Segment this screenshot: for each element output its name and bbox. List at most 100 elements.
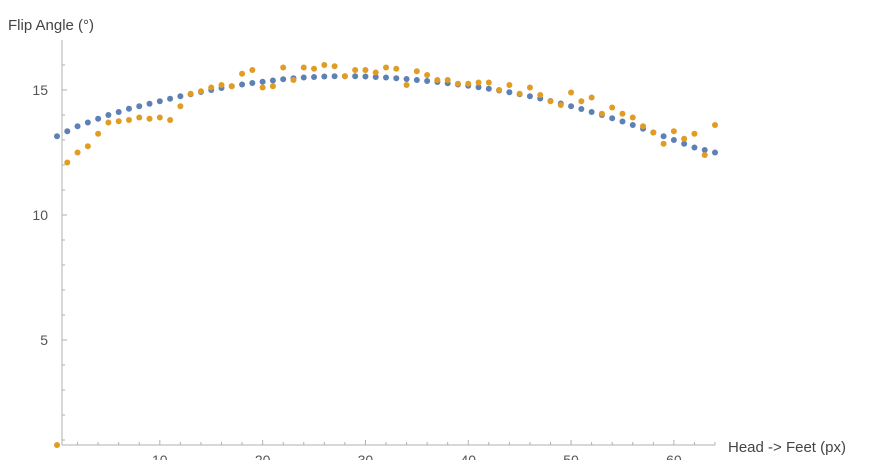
data-point [413,68,420,75]
data-point [403,76,410,82]
data-point [403,82,410,88]
data-point [650,129,657,136]
data-point [64,128,71,135]
data-point [115,118,122,125]
data-point [557,102,564,108]
data-point [670,137,677,143]
data-point [619,110,626,117]
data-point [321,73,328,80]
data-point [475,84,482,91]
data-point [609,115,616,122]
data-point [136,114,143,121]
data-point [547,98,554,105]
series-1 [54,73,718,156]
data-point [454,80,461,87]
data-point [444,77,451,83]
data-point [691,130,698,137]
data-point [516,90,523,97]
data-point [568,89,575,96]
data-point [125,117,132,123]
data-point [383,74,389,81]
data-point [64,159,71,166]
data-point [239,81,246,88]
data-point [578,106,585,112]
series-2 [54,62,718,448]
data-point [712,149,718,156]
data-point [434,77,441,83]
x-tick-label: 10 [152,452,168,460]
data-point [321,62,328,68]
data-point [54,442,60,448]
data-point [640,123,647,130]
data-point [300,74,307,81]
data-point [177,103,184,110]
data-point [95,115,102,122]
data-point [280,64,287,71]
data-point [681,140,688,147]
data-point [280,76,287,83]
data-point [187,90,194,97]
data-point [578,98,585,105]
data-point [362,73,369,80]
y-axis-title: Flip Angle (°) [8,17,94,34]
chart-marks [54,62,718,448]
data-point [424,78,431,84]
x-tick-label: 50 [563,452,579,460]
data-point [372,69,379,76]
data-point [537,92,544,98]
data-point [352,73,359,80]
data-point [331,73,338,80]
data-point [485,79,492,86]
data-point [167,117,174,123]
data-point [269,77,276,84]
data-point [609,104,616,111]
data-point [115,109,122,115]
data-point [146,100,153,107]
data-point [372,74,379,80]
y-tick-label: 15 [32,82,48,98]
data-point [568,103,575,110]
data-point [259,84,266,91]
data-point [506,82,513,88]
data-point [496,87,503,93]
data-point [156,114,163,121]
data-point [167,95,174,102]
data-point [660,133,667,140]
data-point [670,128,677,135]
data-point [588,94,595,101]
data-point [701,152,708,158]
data-point [465,80,472,87]
x-tick-label: 40 [460,452,476,460]
data-point [526,93,533,100]
data-point [588,109,595,115]
data-point [393,75,400,82]
data-point [177,93,184,100]
x-tick-label: 30 [358,452,374,460]
data-point [526,84,533,91]
data-point [74,149,81,156]
data-point [629,114,636,121]
data-point [136,103,143,110]
data-point [393,65,400,72]
data-point [506,89,513,96]
axes: 10 20 30 40 50 60 5 10 15 [32,40,716,460]
data-point [249,80,256,86]
data-point [239,70,246,77]
data-point [331,63,338,70]
data-point [352,67,359,73]
data-point [105,112,112,118]
data-point [84,143,91,150]
data-point [701,147,708,153]
data-point [84,119,91,126]
data-point [300,64,307,71]
data-point [105,119,112,126]
data-point [681,135,688,142]
data-point [311,74,318,80]
data-point [208,84,215,91]
data-point [660,140,667,147]
data-point [475,79,482,86]
x-tick-label: 60 [666,452,682,460]
data-point [290,77,297,83]
data-point [228,83,235,90]
data-point [54,133,60,140]
